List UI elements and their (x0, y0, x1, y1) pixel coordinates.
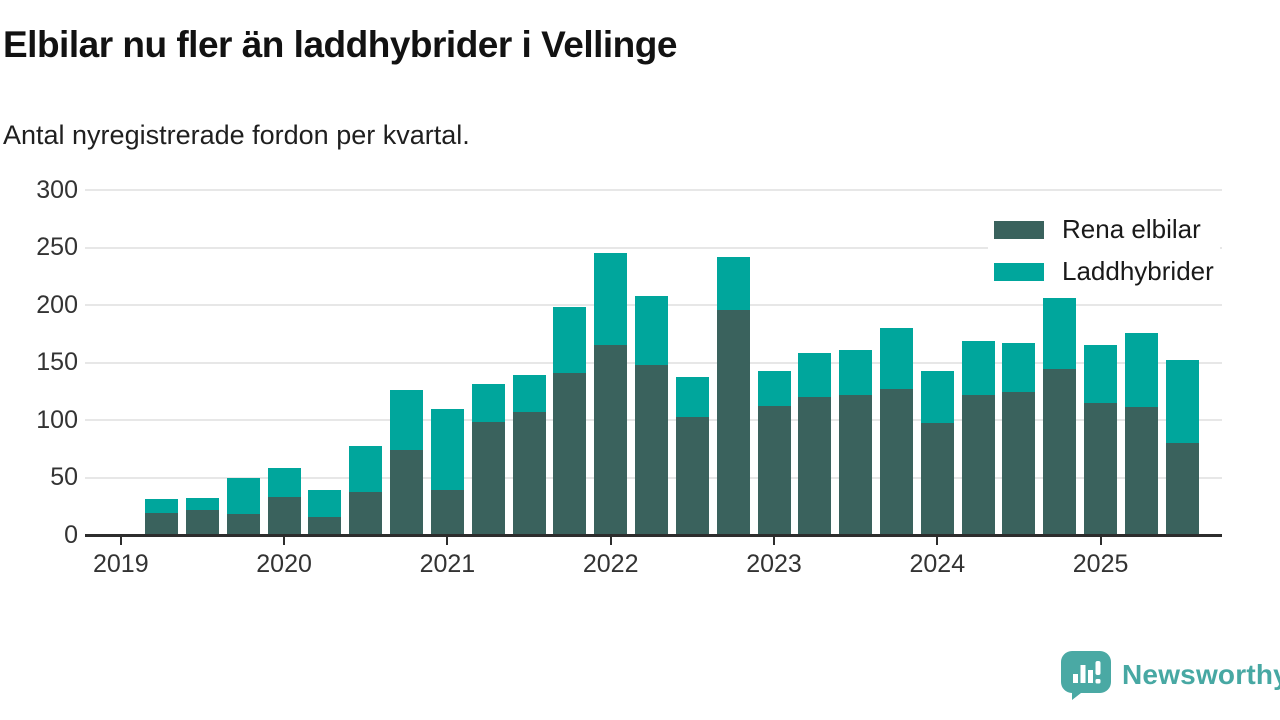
legend-item-rena-elbilar: Rena elbilar (994, 211, 1214, 248)
y-tick-label-50: 50 (50, 463, 78, 491)
bar-2019Q3-rena-elbilar (185, 509, 219, 535)
bar-2025Q2-rena-elbilar (1124, 407, 1158, 535)
bar-2023Q4-laddhybrider (879, 328, 913, 389)
bar-2021Q2-rena-elbilar (471, 422, 505, 535)
logo-bubble (1061, 651, 1111, 700)
bar-2024Q3-rena-elbilar (1002, 392, 1036, 535)
bar-2024Q1-rena-elbilar (920, 423, 954, 535)
bar-2023Q1-laddhybrider (757, 370, 791, 407)
bar-2020Q3-rena-elbilar (349, 492, 383, 535)
x-tick-label-2025: 2025 (1072, 550, 1129, 578)
gridline-250 (85, 246, 1222, 249)
bar-2023Q1-rena-elbilar (757, 406, 791, 535)
bar-2021Q1-laddhybrider (430, 408, 464, 491)
bar-2021Q1-rena-elbilar (430, 490, 464, 535)
legend-swatch-laddhybrider (994, 262, 1044, 281)
bar-2019Q4-laddhybrider (226, 477, 260, 515)
x-tick-2023 (773, 536, 775, 545)
bar-2025Q3-laddhybrider (1165, 360, 1199, 443)
x-tick-2022 (609, 536, 612, 545)
bar-2021Q3-laddhybrider (512, 375, 546, 412)
bar-2019Q2-laddhybrider (145, 499, 179, 514)
x-axis-line (85, 533, 1222, 537)
bar-2020Q1-rena-elbilar (267, 497, 301, 535)
x-tick-2021 (446, 536, 449, 545)
bar-2020Q1-laddhybrider (267, 468, 301, 498)
y-tick-label-300: 300 (36, 175, 78, 204)
bar-2023Q2-rena-elbilar (798, 397, 832, 535)
bar-2023Q4-rena-elbilar (879, 388, 913, 535)
bar-2021Q3-rena-elbilar (512, 411, 546, 535)
bar-2025Q2-laddhybrider (1124, 332, 1158, 408)
bar-2024Q4-laddhybrider (1043, 298, 1077, 370)
bar-2024Q1-laddhybrider (920, 370, 954, 424)
legend-label: Rena elbilar (1062, 214, 1201, 244)
chart-subtitle: Antal nyregistrerade fordon per kvartal. (3, 120, 470, 150)
bar-2023Q3-rena-elbilar (839, 394, 873, 535)
bar-2020Q4-laddhybrider (390, 390, 424, 450)
bar-2024Q3-laddhybrider (1002, 342, 1036, 393)
newsworthy-logo-icon (1060, 650, 1112, 700)
x-tick-label-2022: 2022 (582, 550, 639, 578)
x-tick-label-2024: 2024 (909, 550, 966, 578)
bar-2020Q4-rena-elbilar (390, 449, 424, 535)
x-tick-2020 (283, 536, 286, 545)
bar-2022Q3-laddhybrider (675, 377, 709, 417)
legend: Rena elbilar Laddhybrider (988, 209, 1220, 292)
bar-2019Q2-rena-elbilar (145, 513, 179, 535)
y-tick-label-250: 250 (36, 233, 78, 261)
legend-item-laddhybrider: Laddhybrider (994, 253, 1214, 290)
bar-2021Q4-laddhybrider (553, 307, 587, 373)
x-tick-label-2020: 2020 (256, 550, 312, 578)
bar-2022Q2-laddhybrider (635, 295, 669, 365)
x-tick-label-2019: 2019 (92, 550, 149, 578)
bar-2020Q2-rena-elbilar (308, 516, 342, 535)
x-tick-label-2021: 2021 (419, 550, 476, 578)
bar-2025Q3-rena-elbilar (1165, 443, 1199, 535)
bar-2021Q4-rena-elbilar (553, 372, 587, 535)
bar-2022Q2-rena-elbilar (635, 364, 669, 535)
y-tick-label-150: 150 (36, 348, 78, 376)
x-tick-2019 (119, 536, 122, 545)
x-tick-2025 (1099, 536, 1102, 545)
y-tick-label-100: 100 (36, 405, 78, 434)
bar-2022Q3-rena-elbilar (675, 416, 709, 535)
legend-label: Laddhybrider (1062, 256, 1214, 286)
gridline-300 (85, 189, 1222, 191)
bar-2023Q3-laddhybrider (839, 349, 873, 395)
x-tick-label-2023: 2023 (746, 550, 802, 578)
y-tick-label-0: 0 (64, 520, 78, 549)
bar-2022Q1-laddhybrider (594, 253, 628, 346)
brand-footer: Newsworthy (1060, 650, 1280, 700)
bar-2025Q1-rena-elbilar (1084, 402, 1118, 535)
bar-2019Q4-rena-elbilar (226, 514, 260, 535)
bar-2021Q2-laddhybrider (471, 384, 505, 423)
legend-swatch-rena-elbilar (994, 220, 1044, 239)
bar-2025Q1-laddhybrider (1084, 345, 1118, 403)
bar-2022Q4-rena-elbilar (716, 309, 750, 535)
brand-name: Newsworthy (1122, 659, 1280, 690)
bar-2019Q3-laddhybrider (185, 498, 219, 510)
bar-2024Q4-rena-elbilar (1043, 369, 1077, 535)
bar-2024Q2-rena-elbilar (961, 394, 995, 535)
chart-title: Elbilar nu fler än laddhybrider i Vellin… (3, 24, 677, 65)
bar-2024Q2-laddhybrider (961, 340, 995, 395)
bar-2022Q1-rena-elbilar (594, 345, 628, 535)
x-tick-2024 (936, 536, 939, 545)
bar-2022Q4-laddhybrider (716, 256, 750, 310)
y-tick-label-200: 200 (36, 290, 78, 319)
bar-2020Q3-laddhybrider (349, 446, 383, 493)
bar-2023Q2-laddhybrider (798, 353, 832, 397)
bar-2020Q2-laddhybrider (308, 490, 342, 517)
